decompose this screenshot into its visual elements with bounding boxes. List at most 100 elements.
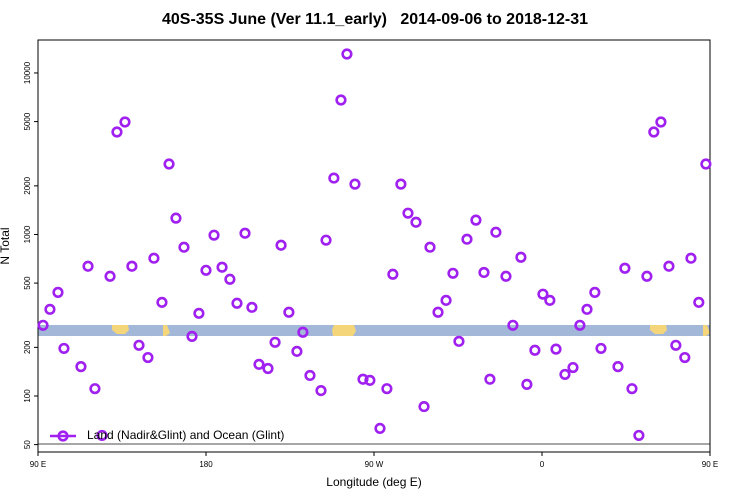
point [216,261,228,273]
point [320,234,332,246]
point [461,233,473,245]
point [418,400,430,413]
point [291,345,303,357]
point [648,126,660,138]
point [424,241,436,253]
point [567,361,579,374]
point [126,260,138,272]
point [133,339,145,351]
point [142,351,154,364]
point [178,241,190,253]
x-tick-label: 180 [199,460,213,469]
point [395,178,407,190]
ocean-strip [38,325,710,336]
point [612,361,624,373]
y-tick-label: 500 [23,276,32,290]
point [685,252,697,264]
point [186,330,198,342]
point [82,260,94,272]
point [402,207,414,219]
land-blob [332,325,356,336]
point [633,429,645,442]
land-blob [112,325,129,334]
x-tick-label: 90 W [365,460,384,469]
point [364,374,376,386]
point [111,126,123,138]
point [328,172,340,184]
point [297,326,309,338]
point [58,342,70,355]
point [440,294,452,306]
point [341,48,353,60]
point [200,264,212,276]
point [262,362,274,375]
point [37,319,49,331]
point [239,227,251,239]
point [224,273,236,285]
point [231,297,243,309]
point [559,368,571,381]
x-axis-label: Longitude (deg E) [326,475,421,489]
point [315,384,327,397]
point [104,270,116,282]
land-blob [650,325,667,334]
point [75,361,87,373]
point [655,116,667,128]
point [119,116,131,128]
y-tick-label: 1000 [23,225,32,243]
point [484,373,496,385]
point [550,343,562,355]
point [490,226,502,238]
point [574,319,586,331]
point [500,270,512,282]
point [700,158,712,170]
y-axis-label: N Total [0,227,12,264]
point [374,422,386,434]
point [478,266,490,279]
y-tick-label: 50 [23,440,32,449]
land-blob [163,325,170,336]
point [432,306,444,318]
point [275,239,287,251]
point [253,358,265,370]
point [589,286,601,298]
point [507,319,519,331]
point [529,344,541,356]
point [156,296,168,308]
point [349,178,361,190]
point [208,229,220,241]
map-strip [38,325,710,336]
point [581,303,593,315]
x-tick-label: 90 E [702,460,718,469]
point [96,429,108,442]
point [544,294,556,306]
point [170,212,182,224]
point [693,296,705,308]
point [679,351,691,364]
point [246,301,258,313]
point [595,342,607,355]
x-tick-label: 0 [540,460,545,469]
point [515,251,527,263]
point [44,303,56,315]
point [335,94,347,106]
point [89,383,101,395]
point [387,268,399,280]
y-tick-label: 100 [23,389,32,403]
y-tick-label: 5000 [23,112,32,130]
point [641,270,653,282]
point [663,260,675,272]
y-tick-label: 200 [23,340,32,354]
point [52,286,64,298]
x-tick-label: 90 E [30,460,46,469]
chart-title: 40S-35S June (Ver 11.1_early) 2014-09-06… [162,11,588,28]
land-blob [703,325,710,336]
point [283,306,295,318]
y-tick-label: 2000 [23,176,32,194]
point [670,339,682,351]
point [163,158,175,170]
point [304,369,316,382]
point [521,378,533,390]
